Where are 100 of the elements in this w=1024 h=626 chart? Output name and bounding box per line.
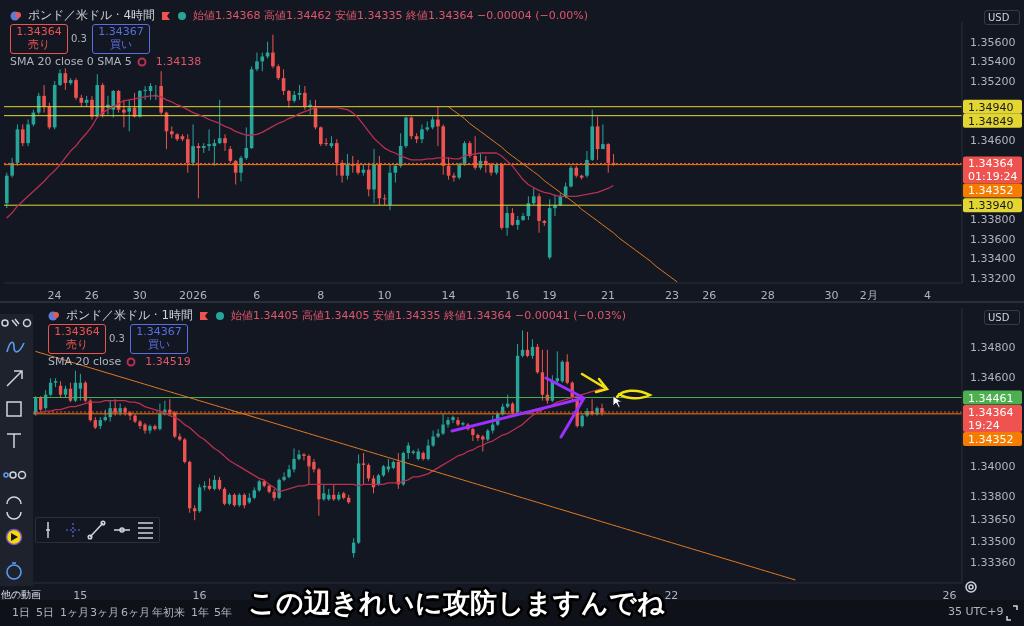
y-tick-label: 1.34000 (970, 460, 1016, 474)
x-tick-label: 26 (84, 288, 99, 302)
ref-line-label: 1.34352 (968, 433, 1014, 447)
candlestick (601, 123, 605, 150)
annotation: 0.3 (109, 333, 125, 344)
candlestick (271, 34, 275, 69)
text: 1年 (191, 605, 209, 620)
candlestick (461, 421, 465, 427)
annotation: 1.34364 売り (49, 325, 105, 351)
y-tick-label: 1.34800 (970, 340, 1016, 354)
ref-line-label: 1.34849 (968, 114, 1014, 128)
candlestick (74, 77, 78, 101)
candlestick (505, 205, 509, 237)
line-series (34, 350, 797, 581)
x-tick-label: 26 (942, 588, 957, 602)
candlestick (153, 424, 157, 432)
x-tick-label: 30 (132, 288, 147, 302)
candlestick (272, 488, 276, 502)
candlestick (282, 471, 286, 482)
candlestick (585, 150, 589, 179)
chart-subtitle: 始値1.34405 高値1.34405 安値1.34335 終値1.34364 −0.00041 (−0.03%) (231, 308, 626, 323)
x-tick-label: 16 (192, 588, 207, 602)
ref-line-label: 1.34461 (968, 391, 1014, 405)
x-tick-label: 2026 (178, 288, 207, 302)
y-tick-label: 1.34600 (970, 134, 1016, 148)
candlestick (42, 84, 46, 114)
y-tick-label: 1.33600 (970, 232, 1016, 246)
ref-line-label: 1.34940 (968, 100, 1014, 114)
candlestick (420, 123, 424, 144)
annotation: 1.34364 売り (11, 25, 67, 51)
candlestick (441, 413, 445, 436)
ref-line-label: 1.34352 (968, 184, 1014, 198)
candlestick (122, 99, 126, 128)
candlestick (26, 119, 30, 147)
candlestick (260, 52, 265, 72)
x-tick-label: 15 (73, 588, 88, 602)
candlestick (409, 116, 414, 140)
y-tick-label: 1.33650 (970, 512, 1016, 526)
text: 19:24 (968, 419, 1000, 433)
x-tick-label: 28 (760, 288, 775, 302)
legend-label: SMA 20 close (48, 355, 122, 368)
candlestick (78, 373, 83, 402)
candlestick (436, 106, 440, 147)
x-tick-label: 8 (317, 288, 325, 302)
text: 1日 (12, 605, 30, 620)
candlestick (569, 165, 573, 188)
text: 3ヶ月 (90, 605, 119, 620)
chart-title: ポンド／米ドル · 1時間 (66, 307, 194, 324)
candlestick (302, 452, 306, 461)
candlestick (207, 128, 211, 152)
candlestick (361, 452, 366, 485)
candlestick (239, 155, 243, 183)
text: 5年 (214, 605, 232, 620)
candlestick (191, 123, 195, 167)
candlestick (217, 99, 222, 145)
candlestick (471, 427, 475, 442)
candlestick (452, 172, 456, 183)
candlestick (446, 416, 450, 429)
legend-label: SMA 20 close 0 SMA 5 (10, 55, 132, 68)
candlestick (451, 415, 455, 424)
ref-line-label: 1.34364 (968, 406, 1014, 420)
x-tick-label: 19 (542, 288, 557, 302)
ref-line-label: 1.34364 (968, 157, 1014, 171)
x-tick-label: 21 (601, 288, 616, 302)
annotation: 0.3 (71, 33, 87, 44)
candlestick (10, 157, 14, 179)
y-tick-label: 1.35200 (970, 75, 1016, 88)
candlestick (90, 95, 94, 121)
x-tick-label: 16 (505, 288, 520, 302)
y-tick-label: 1.33400 (970, 252, 1016, 266)
candlestick (520, 329, 525, 358)
text: USD (984, 310, 1021, 325)
chart-title: ポンド／米ドル · 4時間 (28, 7, 156, 24)
candlestick (436, 428, 440, 439)
candlestick (555, 350, 560, 385)
candlestick (303, 85, 307, 111)
text: 他の動画 (1, 588, 41, 602)
text: 01:19:24 (968, 170, 1018, 184)
candlestick (525, 331, 530, 358)
x-tick-label: 2月 (859, 288, 878, 302)
y-tick-label: 1.35600 (970, 35, 1016, 49)
candlestick (223, 133, 227, 152)
y-tick-label: 1.33200 (970, 271, 1016, 285)
candlestick (297, 449, 301, 461)
y-tick-label: 1.33360 (970, 555, 1016, 569)
x-tick-label: 4 (923, 288, 931, 302)
candlestick (521, 212, 525, 222)
text: この辺きれいに攻防しますんでね (248, 586, 665, 620)
y-tick-label: 1.35400 (970, 55, 1016, 69)
text: 年初来 (152, 605, 185, 620)
x-tick-label: 30 (824, 288, 839, 302)
x-tick-label: 23 (664, 288, 679, 302)
candlestick (255, 52, 259, 72)
y-tick-label: 1.33800 (970, 490, 1016, 504)
line-series (447, 106, 678, 283)
x-tick-label: 24 (47, 288, 62, 302)
chart-subtitle: 始値1.34368 高値1.34462 安値1.34335 終値1.34364 −0.00004 (−0.00%) (193, 8, 588, 23)
candlestick (158, 403, 162, 432)
y-tick-label: 1.33800 (970, 212, 1016, 226)
text: 35 UTC+9 (948, 605, 1004, 618)
